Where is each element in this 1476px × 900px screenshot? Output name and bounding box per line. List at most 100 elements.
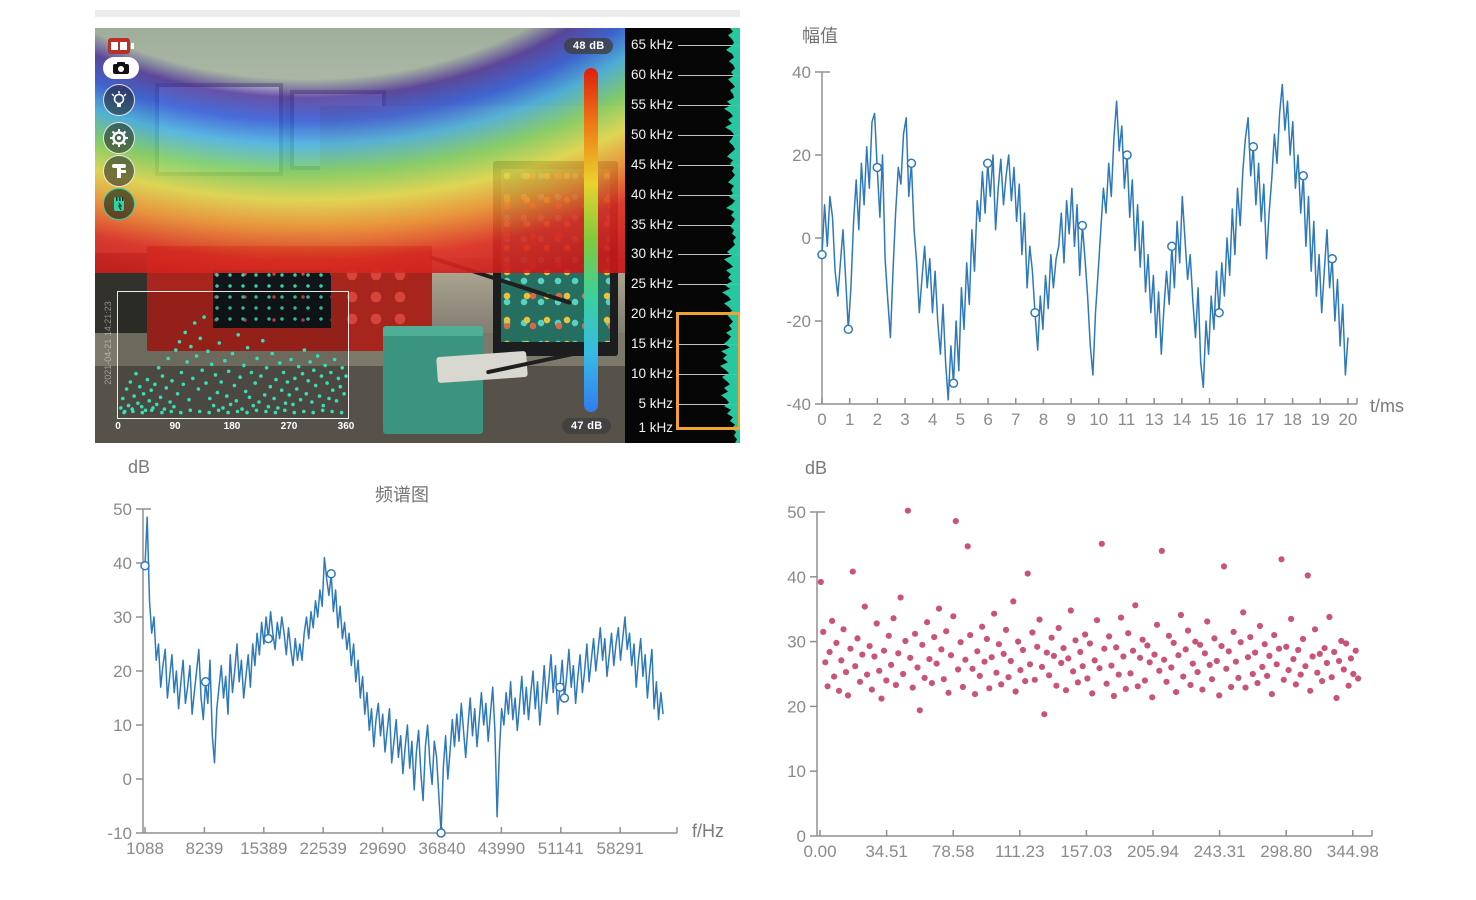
amplitude-chart: 幅值 40 20 0 -20 -40 0 1 2 3 4 5 6 7 8 9 10 11 13 14 15 16 17 18… — [780, 20, 1440, 450]
scatter-dot — [1259, 663, 1266, 670]
valve-icon[interactable] — [103, 155, 135, 187]
data-marker — [1030, 307, 1040, 318]
freq-label: 45 kHz — [630, 156, 673, 172]
scatter-dot — [1242, 684, 1249, 691]
scatter-dot — [998, 681, 1005, 688]
data-marker — [1214, 307, 1224, 318]
inset-dot — [132, 394, 136, 398]
scatter-dot — [1110, 692, 1117, 700]
scatter-dot — [883, 677, 890, 684]
scatter-dot — [1199, 686, 1206, 693]
data-line — [144, 516, 664, 834]
inset-dot — [273, 410, 278, 415]
x-tick-label: 43990 — [478, 839, 525, 858]
dual-view-icon[interactable] — [108, 38, 134, 60]
y-tick-label: 0 — [802, 229, 811, 248]
memory-chip-icon[interactable] — [103, 188, 135, 220]
scatter-dot — [1295, 646, 1302, 654]
scatter-dot — [940, 676, 947, 683]
inset-dot — [175, 392, 180, 396]
inset-plot-canvas — [119, 315, 348, 415]
scatter-dot — [1240, 609, 1247, 616]
freq-tick-line — [678, 45, 740, 46]
scatter-dot — [1180, 673, 1187, 680]
scatter-dot — [981, 658, 988, 665]
inset-dot — [194, 354, 199, 358]
inset-dot — [238, 375, 242, 379]
scatter-dot — [1292, 681, 1299, 688]
y-tick-label: 20 — [113, 662, 132, 681]
freq-label: 15 kHz — [630, 336, 673, 352]
flashlight-icon[interactable] — [103, 84, 135, 116]
scatter-dot — [909, 684, 916, 691]
inset-x-tick-label: 0 — [115, 421, 121, 432]
scatter-dot — [1062, 687, 1070, 694]
inset-dot — [249, 370, 254, 375]
inset-dot — [295, 387, 299, 391]
gear-icon[interactable] — [103, 122, 135, 154]
scatter-dot — [1184, 627, 1192, 634]
y-tick-label: 40 — [113, 554, 132, 573]
scatter-dot — [824, 683, 831, 690]
scatter-dot — [1225, 648, 1232, 655]
inset-dot — [226, 410, 230, 415]
inset-dot — [209, 362, 214, 367]
x-tick-label: 29690 — [359, 839, 406, 858]
scatter-dot — [1065, 655, 1072, 662]
scatter-dot — [873, 620, 880, 627]
data-marker — [559, 693, 570, 703]
y-tick-label: 50 — [113, 500, 132, 519]
scatter-dot — [945, 689, 952, 696]
live-spectrum-shape — [720, 28, 740, 443]
scatter-dot — [1098, 540, 1105, 547]
y-tick-label: 40 — [787, 568, 806, 587]
scatter-dot — [1113, 644, 1120, 651]
inset-x-tick-label: 360 — [337, 421, 355, 432]
scatter-dot — [1321, 645, 1328, 652]
scatter-dot — [897, 594, 904, 601]
inset-dot — [274, 377, 278, 382]
freq-tick-line — [678, 284, 740, 286]
inset-dot — [206, 349, 210, 354]
scatter-y-unit: dB — [805, 458, 828, 478]
x-tick-label: 16 — [1228, 410, 1247, 429]
freq-tick-line — [678, 404, 740, 406]
scatter-dot — [1256, 622, 1263, 630]
x-tick-label: 20 — [1338, 410, 1357, 429]
freq-label: 25 kHz — [630, 276, 673, 292]
inset-dot — [226, 369, 231, 374]
x-tick-label: 15389 — [240, 839, 287, 858]
inset-dot — [264, 366, 269, 370]
scatter-dot — [919, 641, 926, 648]
x-tick-label: 36840 — [418, 839, 465, 858]
freq-label: 5 kHz — [638, 396, 673, 412]
inset-dot — [270, 351, 274, 356]
scatter-dot — [1319, 678, 1326, 685]
inset-dot — [253, 381, 257, 385]
scatter-dot — [1206, 661, 1213, 668]
scatter-dot — [1197, 641, 1204, 648]
scatter-dot — [888, 661, 895, 668]
inset-dot — [145, 377, 150, 382]
scatter-dot — [1335, 657, 1343, 665]
scatter-dot — [1285, 667, 1292, 674]
scatter-dot — [938, 646, 945, 653]
scatter-dot — [1288, 615, 1295, 622]
camera-icon[interactable] — [103, 57, 139, 84]
x-tick-label: 22539 — [300, 839, 347, 858]
scatter-dot — [1316, 650, 1323, 657]
x-tick-label: 6 — [983, 410, 992, 429]
y-tick-label: 20 — [787, 697, 806, 716]
scatter-dot — [902, 637, 909, 645]
amplitude-title: 幅值 — [802, 26, 838, 46]
x-tick-label: 2 — [873, 410, 882, 429]
scatter-dot — [1297, 671, 1304, 678]
scatter-dot — [907, 654, 914, 661]
inset-dot — [162, 407, 167, 411]
inset-dot — [235, 409, 240, 414]
scatter-dot — [991, 610, 998, 617]
frequency-range-selector[interactable] — [676, 312, 740, 430]
freq-label: 35 kHz — [630, 216, 673, 232]
inset-dot — [215, 390, 220, 395]
scatter-dot — [1213, 657, 1220, 665]
